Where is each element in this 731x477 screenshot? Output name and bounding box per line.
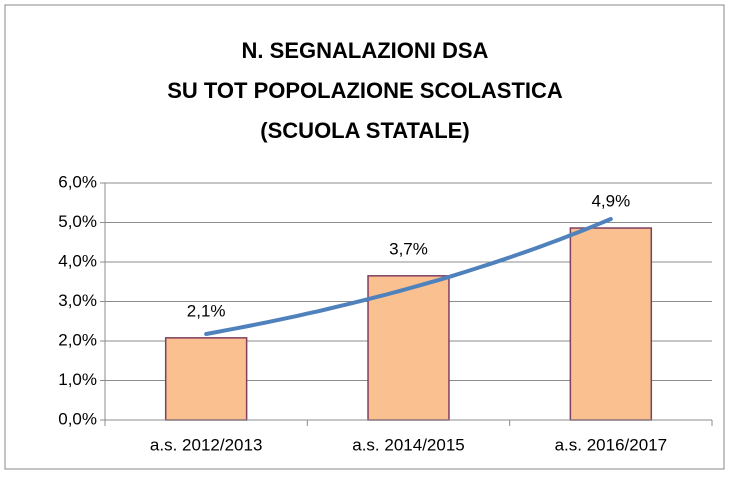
chart-title: (SCUOLA STATALE) <box>260 118 469 143</box>
x-tick-label: a.s. 2012/2013 <box>150 435 262 454</box>
data-label: 2,1% <box>187 301 226 320</box>
x-tick-label: a.s. 2014/2015 <box>352 435 464 454</box>
data-label: 4,9% <box>591 192 630 211</box>
y-tick-label: 1,0% <box>58 370 97 389</box>
data-label: 3,7% <box>389 239 428 258</box>
trendline <box>204 217 613 336</box>
bar <box>367 275 450 421</box>
chart-title: SU TOT POPOLAZIONE SCOLASTICA <box>167 78 563 103</box>
y-tick-label: 6,0% <box>58 172 97 191</box>
bar <box>164 337 248 421</box>
chart-title: N. SEGNALAZIONI DSA <box>242 38 489 63</box>
y-tick-label: 2,0% <box>58 330 97 349</box>
y-tick-label: 0,0% <box>58 409 97 428</box>
y-tick-label: 5,0% <box>58 212 97 231</box>
y-tick-label: 3,0% <box>58 291 97 310</box>
bar <box>569 227 653 421</box>
y-tick-label: 4,0% <box>58 251 97 270</box>
x-tick-label: a.s. 2016/2017 <box>555 435 667 454</box>
